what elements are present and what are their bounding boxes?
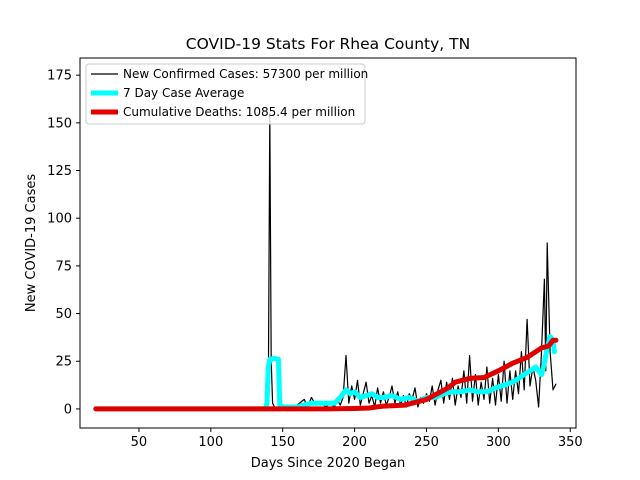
y-axis: 0 25 50 75 100 125 150 175: [47, 69, 80, 417]
y-tick-label: 175: [47, 69, 72, 84]
legend-box: [85, 63, 366, 125]
y-tick-label: 150: [47, 116, 72, 131]
chart-title: COVID-19 Stats For Rhea County, TN: [186, 35, 470, 53]
y-tick-label: 50: [55, 307, 72, 322]
y-tick-label: 0: [64, 402, 72, 417]
x-tick-label: 200: [342, 435, 367, 450]
x-tick-label: 50: [131, 435, 148, 450]
y-axis-label: New COVID-19 Cases: [24, 174, 39, 312]
x-axis-label: Days Since 2020 Began: [251, 456, 406, 471]
y-tick-label: 75: [55, 259, 72, 274]
x-axis: 50 100 150 200 250 300 350: [131, 428, 583, 450]
series-layer: [93, 112, 559, 412]
x-tick-label: 250: [414, 435, 439, 450]
y-tick-label: 25: [55, 355, 72, 370]
legend: New Confirmed Cases: 57300 per million 7…: [85, 63, 368, 125]
x-tick-label: 100: [198, 435, 223, 450]
y-tick-label: 125: [47, 164, 72, 179]
legend-label-7day-average: 7 Day Case Average: [123, 86, 244, 100]
legend-label-cumulative-deaths: Cumulative Deaths: 1085.4 per million: [123, 105, 355, 119]
cumulative-deaths-line: [93, 337, 559, 412]
legend-label-new-cases: New Confirmed Cases: 57300 per million: [123, 67, 368, 81]
x-tick-label: 300: [486, 435, 511, 450]
x-tick-label: 150: [270, 435, 295, 450]
y-tick-label: 100: [47, 212, 72, 227]
plot-frame: [79, 57, 577, 429]
x-tick-label: 350: [558, 435, 583, 450]
